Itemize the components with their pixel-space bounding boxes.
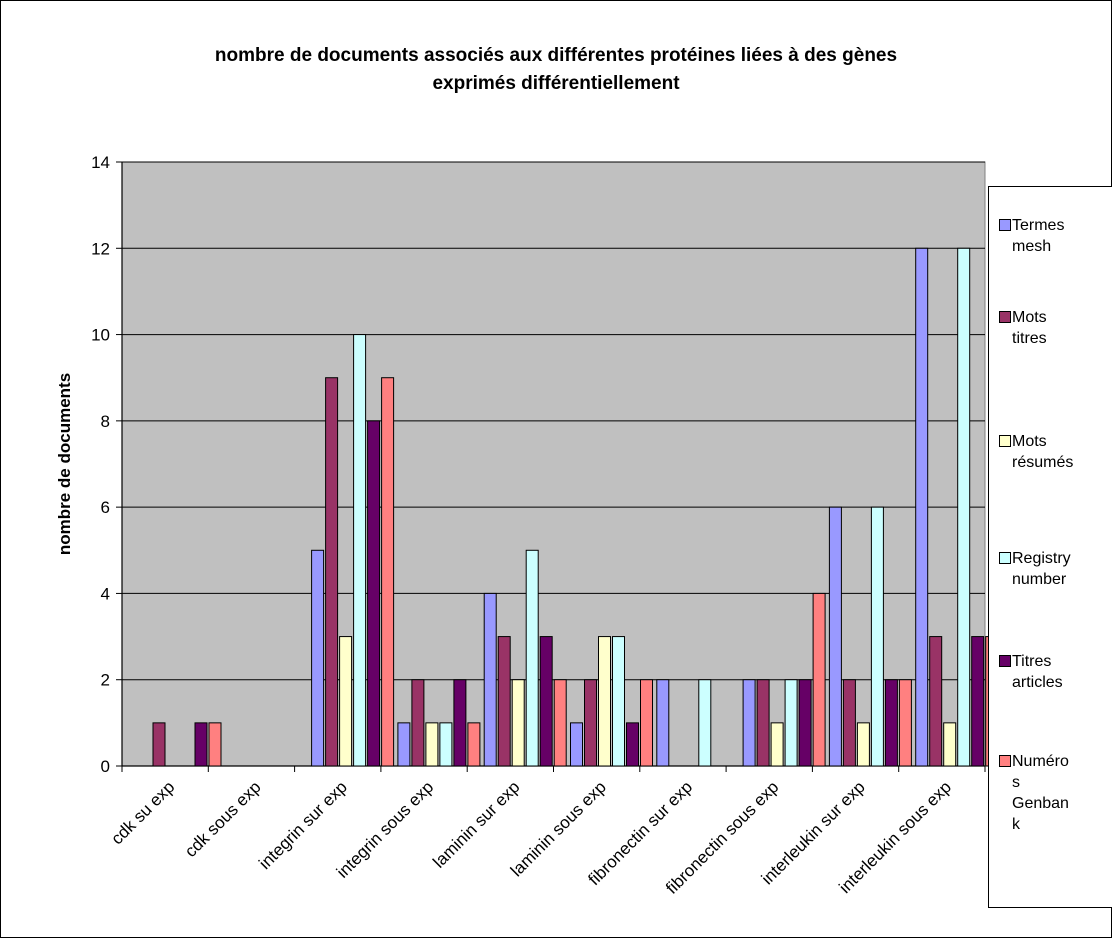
bar bbox=[397, 722, 411, 767]
bar bbox=[957, 247, 971, 767]
bar bbox=[208, 722, 222, 767]
bar bbox=[497, 636, 511, 767]
bar bbox=[194, 722, 208, 767]
bar bbox=[411, 679, 425, 767]
y-tick-label: 0 bbox=[101, 757, 110, 776]
legend-label: number bbox=[1012, 571, 1067, 588]
y-tick-label: 6 bbox=[101, 498, 110, 517]
bar bbox=[943, 722, 957, 767]
bar bbox=[325, 377, 339, 767]
bar bbox=[570, 722, 583, 767]
bar bbox=[467, 722, 481, 767]
y-tick-label: 8 bbox=[101, 412, 110, 431]
bar bbox=[525, 549, 539, 767]
bar bbox=[511, 679, 525, 767]
x-tick-label: cdk su exp bbox=[107, 777, 178, 848]
bar bbox=[784, 679, 798, 767]
y-axis-label: nombre de documents bbox=[55, 373, 74, 555]
bar bbox=[971, 636, 985, 767]
bar bbox=[612, 636, 625, 767]
x-tick-label: laminin sur exp bbox=[429, 777, 523, 871]
bar bbox=[870, 506, 884, 767]
plot-area bbox=[121, 161, 986, 767]
bar bbox=[152, 722, 166, 767]
bar bbox=[756, 679, 770, 767]
legend-label: Termes bbox=[1012, 217, 1065, 234]
legend-label: Titres bbox=[1012, 653, 1052, 670]
bar bbox=[798, 679, 812, 767]
bar bbox=[856, 722, 870, 767]
bar bbox=[915, 247, 929, 767]
legend-label: Numéro bbox=[1012, 753, 1069, 770]
y-tick-label: 4 bbox=[101, 584, 110, 603]
legend-label: titres bbox=[1012, 330, 1047, 347]
bar bbox=[770, 722, 784, 767]
bar bbox=[584, 679, 597, 767]
legend-label: Mots bbox=[1012, 433, 1047, 450]
y-tick-label: 14 bbox=[91, 153, 110, 172]
bar bbox=[425, 722, 439, 767]
y-tick-label: 2 bbox=[101, 671, 110, 690]
y-tick-label: 12 bbox=[91, 239, 110, 258]
bar bbox=[483, 592, 497, 767]
legend-swatch bbox=[999, 755, 1011, 767]
legend-label: résumés bbox=[1012, 454, 1074, 471]
bar bbox=[742, 679, 756, 767]
legend-label: mesh bbox=[1012, 238, 1052, 255]
bar bbox=[353, 334, 367, 767]
x-tick-label: cdk sous exp bbox=[181, 777, 265, 861]
bar bbox=[453, 679, 467, 767]
legend-swatch bbox=[999, 219, 1011, 231]
bar bbox=[626, 722, 639, 767]
chart-legend: Termes mesh Mots titres Mots résumés Registry n… bbox=[988, 186, 1112, 908]
chart-title-line-2: exprimés différentiellement bbox=[432, 73, 680, 94]
bar bbox=[656, 679, 670, 767]
legend-label: s bbox=[1012, 774, 1020, 791]
x-tick-label: integrin sur exp bbox=[255, 777, 351, 873]
bar bbox=[698, 679, 712, 767]
legend-label: articles bbox=[1012, 674, 1063, 691]
legend-label: Genban bbox=[1012, 795, 1069, 812]
legend-label: Mots bbox=[1012, 309, 1047, 326]
legend-swatch bbox=[999, 435, 1011, 447]
bar bbox=[553, 679, 567, 767]
bar bbox=[884, 679, 898, 767]
bar bbox=[828, 506, 842, 767]
bar bbox=[929, 636, 943, 767]
chart-title-line-1: nombre de documents associés aux différe… bbox=[214, 45, 898, 66]
bar bbox=[812, 592, 826, 767]
y-tick-label: 10 bbox=[91, 326, 110, 345]
bar bbox=[381, 377, 395, 767]
bar bbox=[339, 636, 353, 767]
bar bbox=[598, 636, 611, 767]
bar bbox=[539, 636, 553, 767]
bar bbox=[311, 549, 325, 767]
legend-swatch bbox=[999, 311, 1011, 323]
legend-swatch bbox=[999, 655, 1011, 667]
legend-label: Registry bbox=[1012, 550, 1071, 567]
bar bbox=[640, 679, 653, 767]
bar bbox=[898, 679, 912, 767]
legend-label: k bbox=[1012, 816, 1020, 833]
bar bbox=[367, 420, 381, 767]
bar bbox=[842, 679, 856, 767]
legend-swatch bbox=[999, 552, 1011, 564]
bar bbox=[439, 722, 453, 767]
